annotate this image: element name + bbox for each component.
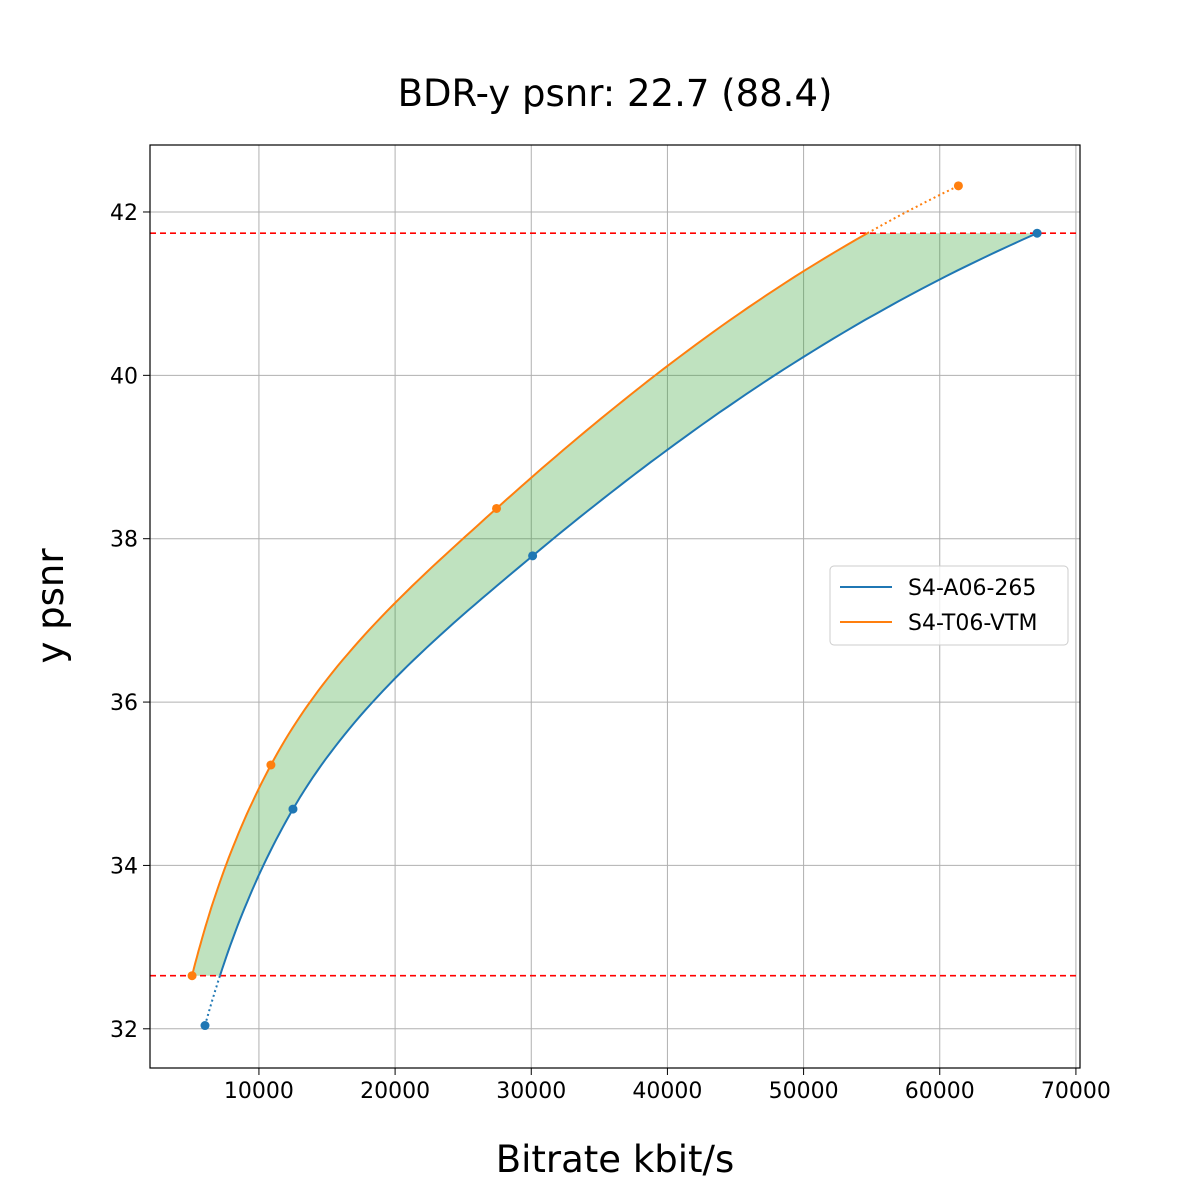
- data-point-1: [492, 503, 502, 513]
- y-tick-label: 36: [110, 691, 138, 716]
- x-tick-label: 40000: [632, 1079, 702, 1104]
- x-tick-label: 10000: [224, 1079, 294, 1104]
- data-point-0: [200, 1021, 210, 1031]
- y-tick-label: 34: [110, 854, 138, 879]
- data-point-1: [187, 971, 197, 981]
- x-tick-label: 30000: [496, 1079, 566, 1104]
- x-axis-label: Bitrate kbit/s: [496, 1138, 735, 1181]
- series-line-1: [191, 232, 868, 976]
- y-tick-label: 40: [110, 364, 138, 389]
- legend-label-0: S4-A06-265: [908, 576, 1036, 601]
- x-tick-label: 20000: [360, 1079, 430, 1104]
- data-point-1: [953, 181, 963, 191]
- data-point-0: [1032, 228, 1042, 238]
- x-tick-label: 60000: [905, 1079, 975, 1104]
- legend: S4-A06-265 S4-T06-VTM: [829, 565, 1069, 646]
- reference-lines: [150, 232, 1080, 977]
- y-tick-label: 38: [110, 528, 138, 553]
- y-axis-label: y psnr: [29, 548, 72, 664]
- series-line-0: [219, 232, 1038, 977]
- data-point-0: [288, 804, 298, 814]
- y-tick-label: 42: [110, 201, 138, 226]
- axis-ticks: 10000 20000 30000 40000 50000 60000 70000 32 34 3…: [110, 201, 1111, 1104]
- chart-title: BDR-y psnr: 22.7 (88.4): [398, 72, 833, 115]
- plot-frame: [149, 144, 1081, 1069]
- series-extrapolation-1: [866, 184, 959, 235]
- y-tick-label: 32: [110, 1018, 138, 1043]
- x-tick-label: 70000: [1041, 1079, 1111, 1104]
- x-tick-label: 50000: [769, 1079, 839, 1104]
- data-point-0: [528, 551, 538, 561]
- legend-label-1: S4-T06-VTM: [908, 611, 1037, 636]
- legend-box: [829, 565, 1069, 646]
- series-extrapolation-0: [204, 975, 221, 1026]
- series-lines: [187, 181, 1042, 1031]
- data-point-1: [266, 760, 276, 770]
